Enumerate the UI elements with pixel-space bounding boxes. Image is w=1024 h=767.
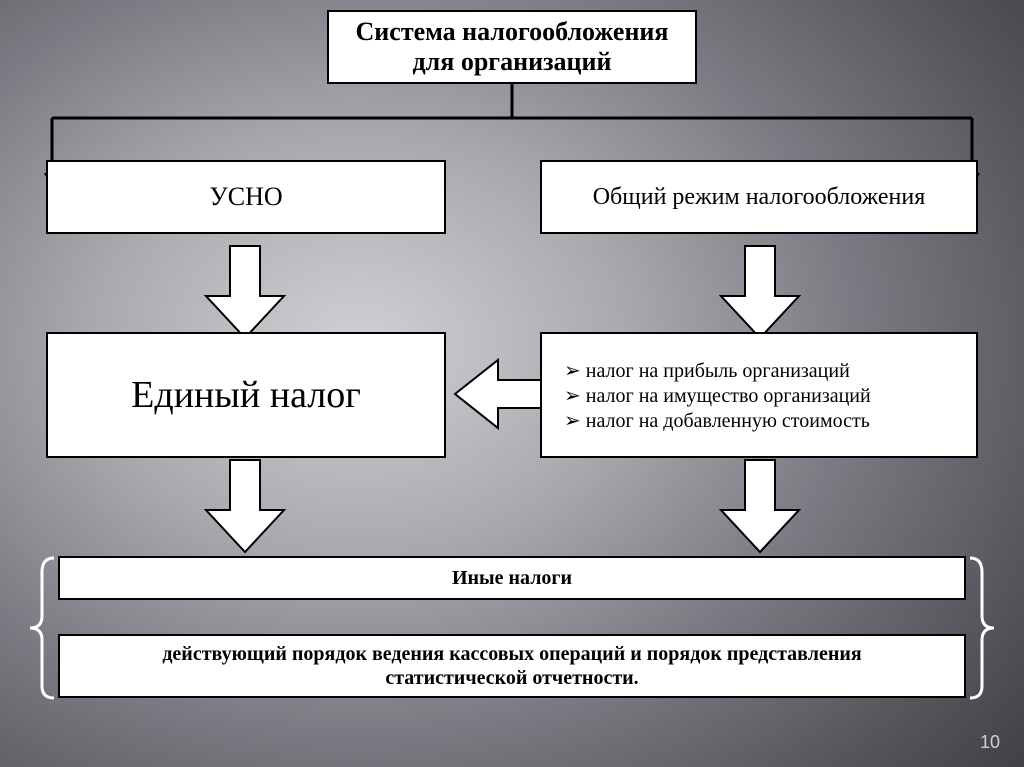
tax-list-item: налог на имущество организаций [564, 383, 871, 408]
title-box: Система налогообложения для организаций [327, 10, 697, 84]
other-taxes-label: Иные налоги [452, 567, 572, 590]
tax-list: налог на прибыль организаций налог на им… [564, 358, 871, 433]
usno-label: УСНО [209, 182, 282, 212]
footer-note-box: действующий порядок ведения кассовых опе… [58, 634, 966, 698]
usno-box: УСНО [46, 160, 446, 234]
single-tax-label: Единый налог [131, 373, 361, 417]
tax-list-box: налог на прибыль организаций налог на им… [540, 332, 978, 458]
other-taxes-box: Иные налоги [58, 556, 966, 600]
single-tax-box: Единый налог [46, 332, 446, 458]
footer-note-label: действующий порядок ведения кассовых опе… [90, 642, 934, 690]
title-line2: для организаций [413, 47, 612, 77]
general-regime-box: Общий режим налогообложения [540, 160, 978, 234]
general-regime-label: Общий режим налогообложения [593, 184, 926, 211]
title-line1: Система налогообложения [356, 17, 669, 47]
tax-list-item: налог на прибыль организаций [564, 358, 871, 383]
tax-list-item: налог на добавленную стоимость [564, 408, 871, 433]
page-number: 10 [980, 732, 1000, 753]
